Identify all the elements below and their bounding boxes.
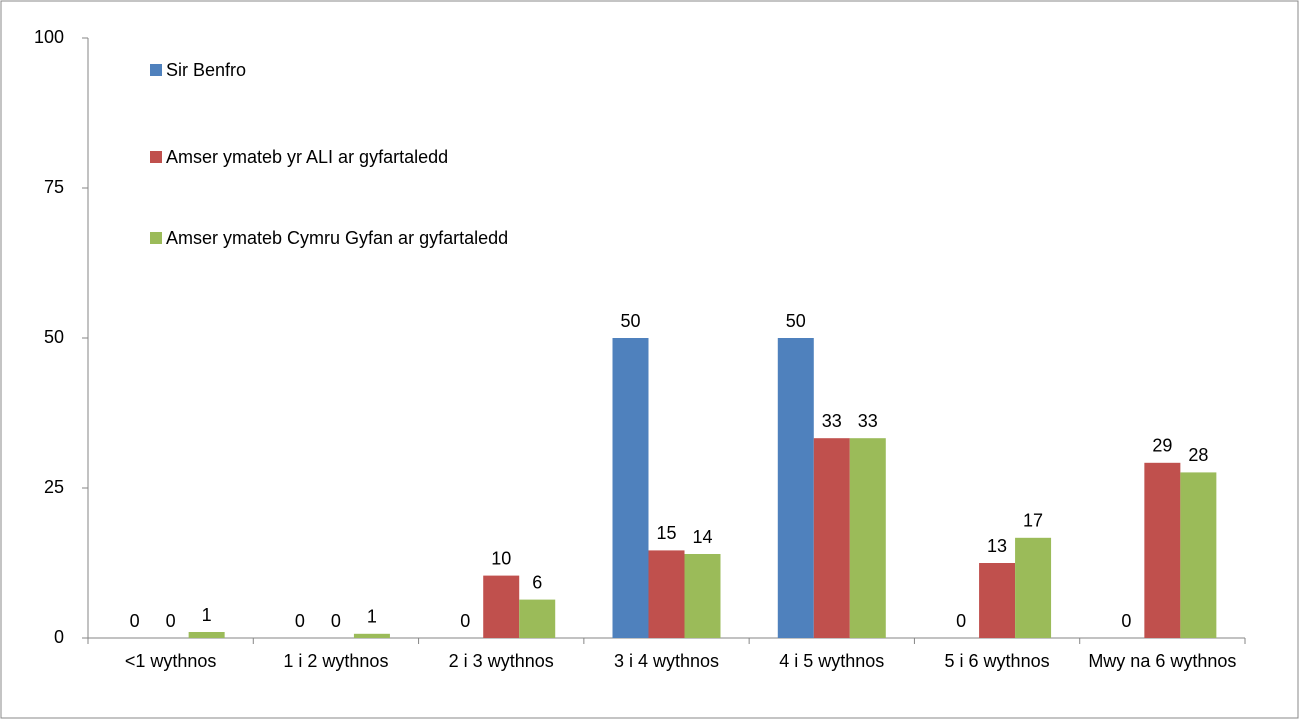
bar	[849, 438, 886, 638]
bar	[684, 554, 721, 638]
bar	[188, 632, 225, 638]
x-tick-label: 5 i 6 wythnos	[944, 651, 1050, 671]
bar	[1144, 462, 1181, 638]
data-label: 1	[367, 607, 377, 627]
data-label: 50	[620, 311, 640, 331]
legend-label: Amser ymateb yr ALI ar gyfartaledd	[166, 147, 449, 167]
data-label: 6	[532, 572, 542, 592]
x-tick-label: <1 wythnos	[124, 651, 217, 671]
data-label: 1	[202, 605, 212, 625]
data-label: 0	[295, 611, 305, 631]
data-label: 15	[656, 523, 676, 543]
data-label: 29	[1152, 436, 1172, 456]
data-label: 33	[858, 411, 878, 431]
data-label: 0	[130, 611, 140, 631]
y-tick-label: 0	[54, 627, 64, 647]
legend-swatch	[150, 232, 162, 244]
data-label: 10	[491, 548, 511, 568]
bar	[648, 550, 685, 638]
x-tick-label: 1 i 2 wythnos	[283, 651, 389, 671]
data-label: 13	[987, 536, 1007, 556]
x-tick-label: Mwy na 6 wythnos	[1088, 651, 1237, 671]
y-tick-label: 25	[44, 477, 64, 497]
x-tick-label: 4 i 5 wythnos	[779, 651, 885, 671]
x-tick-label: 2 i 3 wythnos	[448, 651, 554, 671]
data-label: 0	[460, 611, 470, 631]
data-label: 0	[956, 611, 966, 631]
data-label: 0	[1121, 611, 1131, 631]
data-label: 14	[692, 527, 712, 547]
y-tick-label: 100	[34, 27, 64, 47]
y-tick-label: 75	[44, 177, 64, 197]
data-label: 50	[786, 311, 806, 331]
data-label: 28	[1188, 445, 1208, 465]
bar	[612, 338, 649, 638]
bar	[1015, 537, 1052, 638]
data-label: 33	[822, 411, 842, 431]
data-label: 0	[166, 611, 176, 631]
bar	[483, 575, 520, 638]
bar	[979, 563, 1016, 638]
data-label: 17	[1023, 511, 1043, 531]
y-tick-label: 50	[44, 327, 64, 347]
bar	[519, 599, 556, 638]
bar	[353, 633, 390, 638]
legend-label: Sir Benfro	[166, 60, 247, 80]
data-label: 0	[331, 611, 341, 631]
bar	[1180, 472, 1217, 638]
x-tick-label: 3 i 4 wythnos	[613, 651, 720, 671]
legend-label: Amser ymateb Cymru Gyfan ar gyfartaledd	[166, 228, 509, 248]
legend-swatch	[150, 64, 162, 76]
legend-swatch	[150, 151, 162, 163]
bar	[813, 438, 850, 638]
bar	[777, 338, 814, 638]
